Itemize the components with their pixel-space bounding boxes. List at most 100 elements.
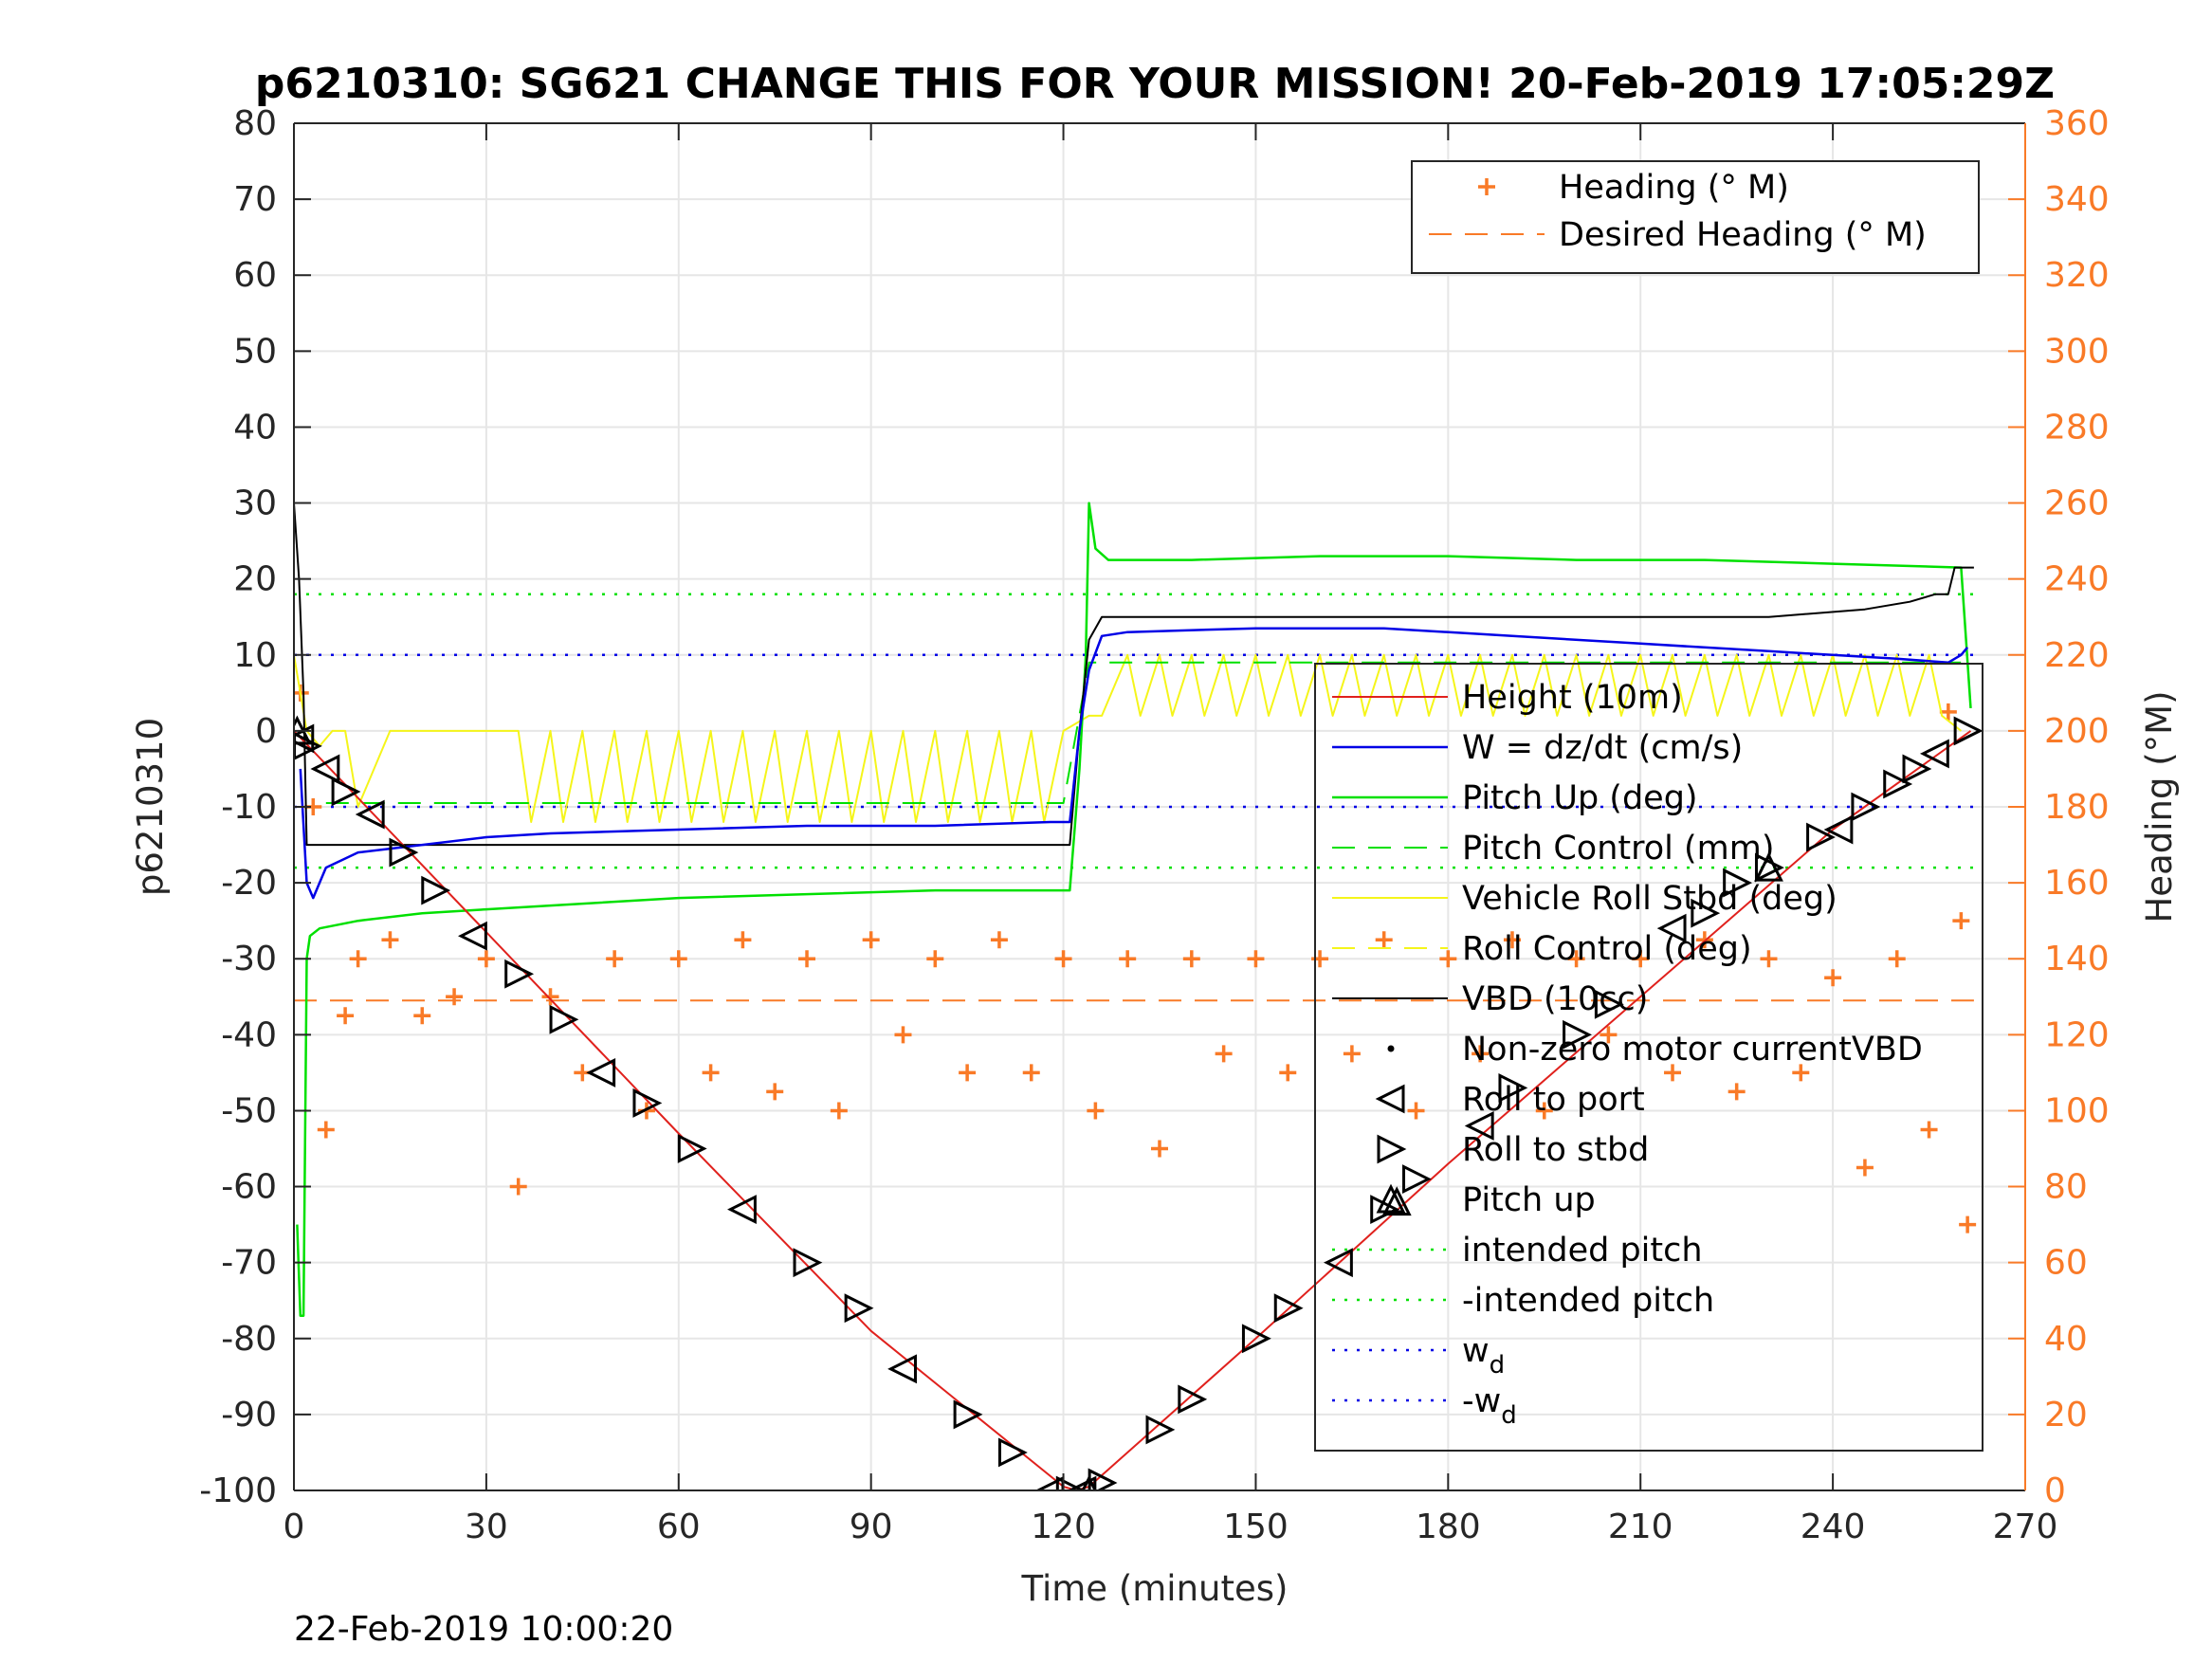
heading-point bbox=[1343, 1045, 1361, 1063]
roll-to-stbd-marker bbox=[1498, 1072, 1528, 1103]
roll-to-stbd-marker bbox=[389, 837, 419, 868]
heading-point bbox=[1728, 1083, 1746, 1101]
roll-to-port-marker bbox=[1656, 913, 1687, 943]
heading-point bbox=[1952, 912, 1970, 930]
legend-main-label: Roll Control (deg) bbox=[1462, 930, 1752, 968]
heading-point bbox=[1695, 931, 1713, 949]
x-tick-label: 90 bbox=[850, 1508, 893, 1546]
series-pitch-up-deg bbox=[296, 502, 1972, 1317]
y-axis-label: p6210310 bbox=[130, 718, 171, 896]
series-w-dz-dt-cm-s bbox=[299, 627, 1969, 900]
heading-point bbox=[1279, 1064, 1297, 1082]
roll-to-port-marker bbox=[887, 1354, 917, 1384]
roll-to-stbd-marker bbox=[1088, 1468, 1118, 1490]
heading-point bbox=[990, 931, 1008, 949]
heading-point bbox=[959, 1064, 977, 1082]
y-tick-label: 0 bbox=[255, 712, 277, 751]
y2-tick-label: 280 bbox=[2044, 408, 2110, 447]
y-tick-label: -70 bbox=[221, 1244, 277, 1283]
roll-to-stbd-marker bbox=[1402, 1164, 1432, 1194]
legend-main-label: Pitch up bbox=[1462, 1181, 1596, 1219]
heading-point bbox=[477, 950, 495, 968]
roll-to-stbd-marker bbox=[632, 1088, 663, 1118]
heading-point bbox=[1151, 1140, 1168, 1158]
legend-main-label: W = dz/dt (cm/s) bbox=[1462, 729, 1743, 767]
y2-tick-label: 220 bbox=[2044, 636, 2110, 675]
y-tick-label: -90 bbox=[221, 1396, 277, 1435]
legend-main-label-subscript: d bbox=[1490, 1351, 1506, 1380]
roll-to-port-marker bbox=[1034, 1475, 1065, 1490]
roll-to-port-marker bbox=[586, 1057, 616, 1087]
legend-main-label-text: Pitch up bbox=[1462, 1181, 1596, 1219]
roll-to-port-marker bbox=[1823, 814, 1854, 845]
y2-tick-label: 240 bbox=[2044, 560, 2110, 599]
roll-to-stbd-marker bbox=[1883, 769, 1913, 799]
y-tick-label: 50 bbox=[233, 332, 277, 371]
heading-point bbox=[830, 1102, 848, 1120]
heading-point bbox=[317, 1121, 335, 1139]
roll-to-stbd-marker bbox=[1851, 792, 1881, 822]
y-tick-label: 20 bbox=[233, 560, 277, 599]
roll-to-stbd-marker bbox=[1902, 754, 1932, 784]
legend-main-label-text: intended pitch bbox=[1462, 1232, 1703, 1270]
roll-to-stbd-marker bbox=[677, 1134, 707, 1163]
roll-to-stbd-marker bbox=[1055, 1475, 1086, 1490]
heading-point bbox=[1087, 1102, 1105, 1120]
heading-point bbox=[1407, 1102, 1425, 1120]
legend-symbol bbox=[1377, 1134, 1407, 1164]
legend-symbol bbox=[1375, 1084, 1405, 1114]
heading-point bbox=[1760, 950, 1778, 968]
legend-main-label-text: Height (10m) bbox=[1462, 679, 1683, 717]
y-tick-label: -20 bbox=[221, 864, 277, 903]
y-tick-label: 60 bbox=[233, 256, 277, 295]
roll-to-stbd-marker bbox=[1273, 1293, 1304, 1324]
x-tick-label: 180 bbox=[1416, 1508, 1481, 1546]
legend-symbol bbox=[1387, 1045, 1395, 1052]
y2-tick-label: 140 bbox=[2044, 940, 2110, 978]
heading-point bbox=[669, 950, 687, 968]
heading-point bbox=[1567, 950, 1585, 968]
heading-point bbox=[1503, 931, 1521, 949]
x-tick-label: 210 bbox=[1608, 1508, 1673, 1546]
legend-main-label-text: Vehicle Roll Stbd (deg) bbox=[1462, 880, 1837, 918]
heading-point bbox=[1959, 1215, 1977, 1234]
legend-main: Height (10m) W = dz/dt (cm/s) Pitch Up (de… bbox=[1314, 663, 1983, 1452]
roll-to-stbd-marker bbox=[1145, 1415, 1176, 1445]
heading-point bbox=[1247, 950, 1265, 968]
roll-to-stbd-marker bbox=[1594, 989, 1624, 1019]
x-tick-label: 60 bbox=[657, 1508, 701, 1546]
legend-heading-label: Desired Heading (° M) bbox=[1559, 216, 1927, 254]
heading-point bbox=[926, 950, 944, 968]
y-tick-label: -100 bbox=[199, 1471, 277, 1510]
series-vbd-10cc bbox=[294, 503, 1974, 847]
series-heading-m bbox=[294, 684, 1977, 1234]
legend-main-label-text: -w bbox=[1462, 1382, 1501, 1420]
legend-main-label: Height (10m) bbox=[1462, 679, 1683, 717]
y-tick-label: -10 bbox=[221, 788, 277, 827]
legend-main-label-subscript: d bbox=[1501, 1401, 1517, 1430]
y2-tick-label: 260 bbox=[2044, 484, 2110, 523]
y2-tick-label: 320 bbox=[2044, 256, 2110, 295]
x-tick-label: 30 bbox=[465, 1508, 508, 1546]
heading-point bbox=[1439, 950, 1457, 968]
legend-symbol bbox=[1376, 1183, 1406, 1214]
legend-heading-label: Heading (° M) bbox=[1559, 169, 1789, 207]
heading-point bbox=[1632, 950, 1650, 968]
legend-main-label: -intended pitch bbox=[1462, 1282, 1714, 1320]
roll-to-port-marker bbox=[294, 723, 315, 754]
pitch-up-marker bbox=[1381, 1186, 1412, 1216]
roll-to-port-markers bbox=[294, 723, 1949, 1490]
heading-point bbox=[1215, 1045, 1233, 1063]
legend-main-label-text: VBD (10cc) bbox=[1462, 980, 1648, 1018]
legend-heading-box bbox=[1411, 160, 1980, 274]
y2-tick-label: 60 bbox=[2044, 1244, 2088, 1283]
roll-to-port-marker bbox=[1919, 739, 1949, 769]
roll-to-stbd-markers bbox=[294, 716, 1983, 1490]
heading-point bbox=[1792, 1064, 1810, 1082]
legend-main-label-text: Roll Control (deg) bbox=[1462, 930, 1752, 968]
legend-main-label: Non-zero motor currentVBD bbox=[1462, 1031, 1923, 1069]
y-tick-label: 30 bbox=[233, 484, 277, 523]
roll-to-port-marker bbox=[1324, 1248, 1353, 1278]
roll-to-stbd-marker bbox=[1241, 1324, 1271, 1354]
legend-main-label: wd bbox=[1462, 1332, 1505, 1380]
